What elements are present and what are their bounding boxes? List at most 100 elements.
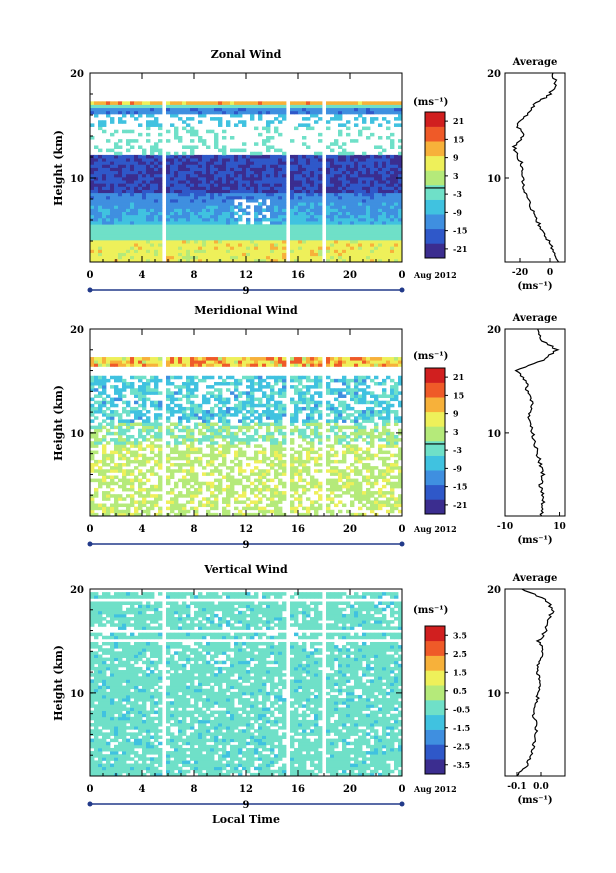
heatmap-cell bbox=[230, 136, 235, 140]
heatmap-cell bbox=[178, 217, 183, 222]
heatmap-cell bbox=[170, 413, 175, 417]
heatmap-cell bbox=[186, 167, 191, 172]
heatmap-cell bbox=[94, 205, 99, 209]
heatmap-cell bbox=[98, 252, 103, 257]
heatmap-cell bbox=[138, 422, 143, 427]
heatmap-cell bbox=[106, 497, 111, 501]
heatmap-cell bbox=[170, 497, 175, 501]
heatmap-cell bbox=[218, 189, 223, 194]
heatmap-cell bbox=[318, 391, 323, 395]
heatmap-cell bbox=[198, 503, 203, 508]
heatmap-cell bbox=[254, 397, 259, 402]
heatmap-cell bbox=[138, 416, 143, 420]
heatmap-cell bbox=[330, 101, 335, 105]
heatmap-cell bbox=[394, 158, 399, 162]
heatmap-cell bbox=[278, 195, 283, 200]
heatmap-cell bbox=[378, 158, 383, 162]
heatmap-cell bbox=[218, 239, 223, 244]
heatmap-cell bbox=[302, 158, 307, 162]
heatmap-cell bbox=[90, 110, 95, 115]
heatmap-cell bbox=[306, 512, 311, 516]
heatmap-cell bbox=[206, 236, 211, 241]
heatmap-cell bbox=[306, 208, 311, 212]
heatmap-cell bbox=[218, 360, 223, 364]
heatmap-cell bbox=[110, 161, 115, 165]
heatmap-cell bbox=[250, 224, 255, 228]
heatmap-cell bbox=[354, 246, 359, 250]
heatmap-cell bbox=[306, 497, 311, 501]
heatmap-cell bbox=[234, 227, 239, 231]
heatmap-cell bbox=[106, 441, 111, 445]
heatmap-cell bbox=[134, 512, 139, 516]
heatmap-cell bbox=[266, 394, 271, 398]
heatmap-cell bbox=[226, 422, 231, 427]
heatmap-cell bbox=[114, 431, 119, 436]
heatmap-cell bbox=[270, 422, 275, 427]
heatmap-cell bbox=[118, 391, 123, 395]
heatmap-cell bbox=[282, 438, 287, 442]
heatmap-cell bbox=[158, 217, 163, 222]
heatmap-cell bbox=[362, 176, 367, 181]
heatmap-cell bbox=[174, 129, 179, 134]
heatmap-cell bbox=[154, 363, 159, 367]
heatmap-cell bbox=[218, 205, 223, 209]
heatmap-cell bbox=[202, 258, 207, 262]
heatmap-cell bbox=[146, 378, 151, 383]
heatmap-cell bbox=[250, 183, 255, 187]
heatmap-cell bbox=[290, 252, 295, 257]
heatmap-cell bbox=[246, 484, 251, 489]
heatmap-cell bbox=[226, 450, 231, 455]
heatmap-cell bbox=[318, 456, 323, 461]
heatmap-cell bbox=[170, 239, 175, 244]
heatmap-cell bbox=[250, 375, 255, 380]
heatmap-cell bbox=[330, 233, 335, 238]
heatmap-cell bbox=[102, 419, 107, 423]
heatmap-cell bbox=[218, 192, 223, 197]
heatmap-cell bbox=[214, 221, 219, 225]
heatmap-cell bbox=[254, 176, 259, 181]
heatmap-cell bbox=[318, 107, 323, 112]
y-tick-label: 10 bbox=[70, 174, 84, 185]
heatmap-cell bbox=[134, 258, 139, 262]
heatmap-cell bbox=[230, 478, 235, 483]
heatmap-cell bbox=[346, 170, 351, 175]
heatmap-cell bbox=[194, 363, 199, 367]
heatmap-cell bbox=[182, 463, 187, 467]
heatmap-cell bbox=[310, 450, 315, 455]
heatmap-cell bbox=[262, 233, 267, 238]
heatmap-cell bbox=[242, 167, 247, 172]
heatmap-cell bbox=[106, 230, 111, 235]
heatmap-cell bbox=[190, 363, 195, 367]
heatmap-cell bbox=[330, 224, 335, 228]
heatmap-cell bbox=[98, 360, 103, 364]
heatmap-cell bbox=[186, 428, 191, 433]
heatmap-cell bbox=[198, 258, 203, 262]
heatmap-cell bbox=[230, 214, 235, 219]
heatmap-cell bbox=[302, 239, 307, 244]
heatmap-cell bbox=[318, 246, 323, 250]
heatmap-cell bbox=[198, 208, 203, 212]
heatmap-cell bbox=[186, 406, 191, 411]
heatmap-cell bbox=[306, 180, 311, 184]
heatmap-cell bbox=[354, 211, 359, 216]
heatmap-cell bbox=[254, 484, 259, 489]
heatmap-cell bbox=[134, 195, 139, 200]
heatmap-cell bbox=[194, 438, 199, 442]
heatmap-cell bbox=[90, 239, 95, 244]
colorbar-swatch bbox=[425, 155, 445, 171]
heatmap-cell bbox=[150, 123, 155, 127]
heatmap-cell bbox=[302, 422, 307, 427]
heatmap-cell bbox=[334, 199, 339, 203]
heatmap-cell bbox=[362, 255, 367, 260]
heatmap-cell bbox=[218, 164, 223, 168]
heatmap-cell bbox=[90, 363, 95, 367]
heatmap-cell bbox=[242, 192, 247, 197]
heatmap-cell bbox=[154, 164, 159, 168]
heatmap-cell bbox=[182, 167, 187, 172]
heatmap-cell bbox=[362, 233, 367, 238]
heatmap-cell bbox=[226, 230, 231, 235]
heatmap-cell bbox=[238, 227, 243, 231]
heatmap-cell bbox=[90, 406, 95, 411]
heatmap-cell bbox=[222, 512, 227, 516]
day-end-marker bbox=[399, 287, 405, 293]
